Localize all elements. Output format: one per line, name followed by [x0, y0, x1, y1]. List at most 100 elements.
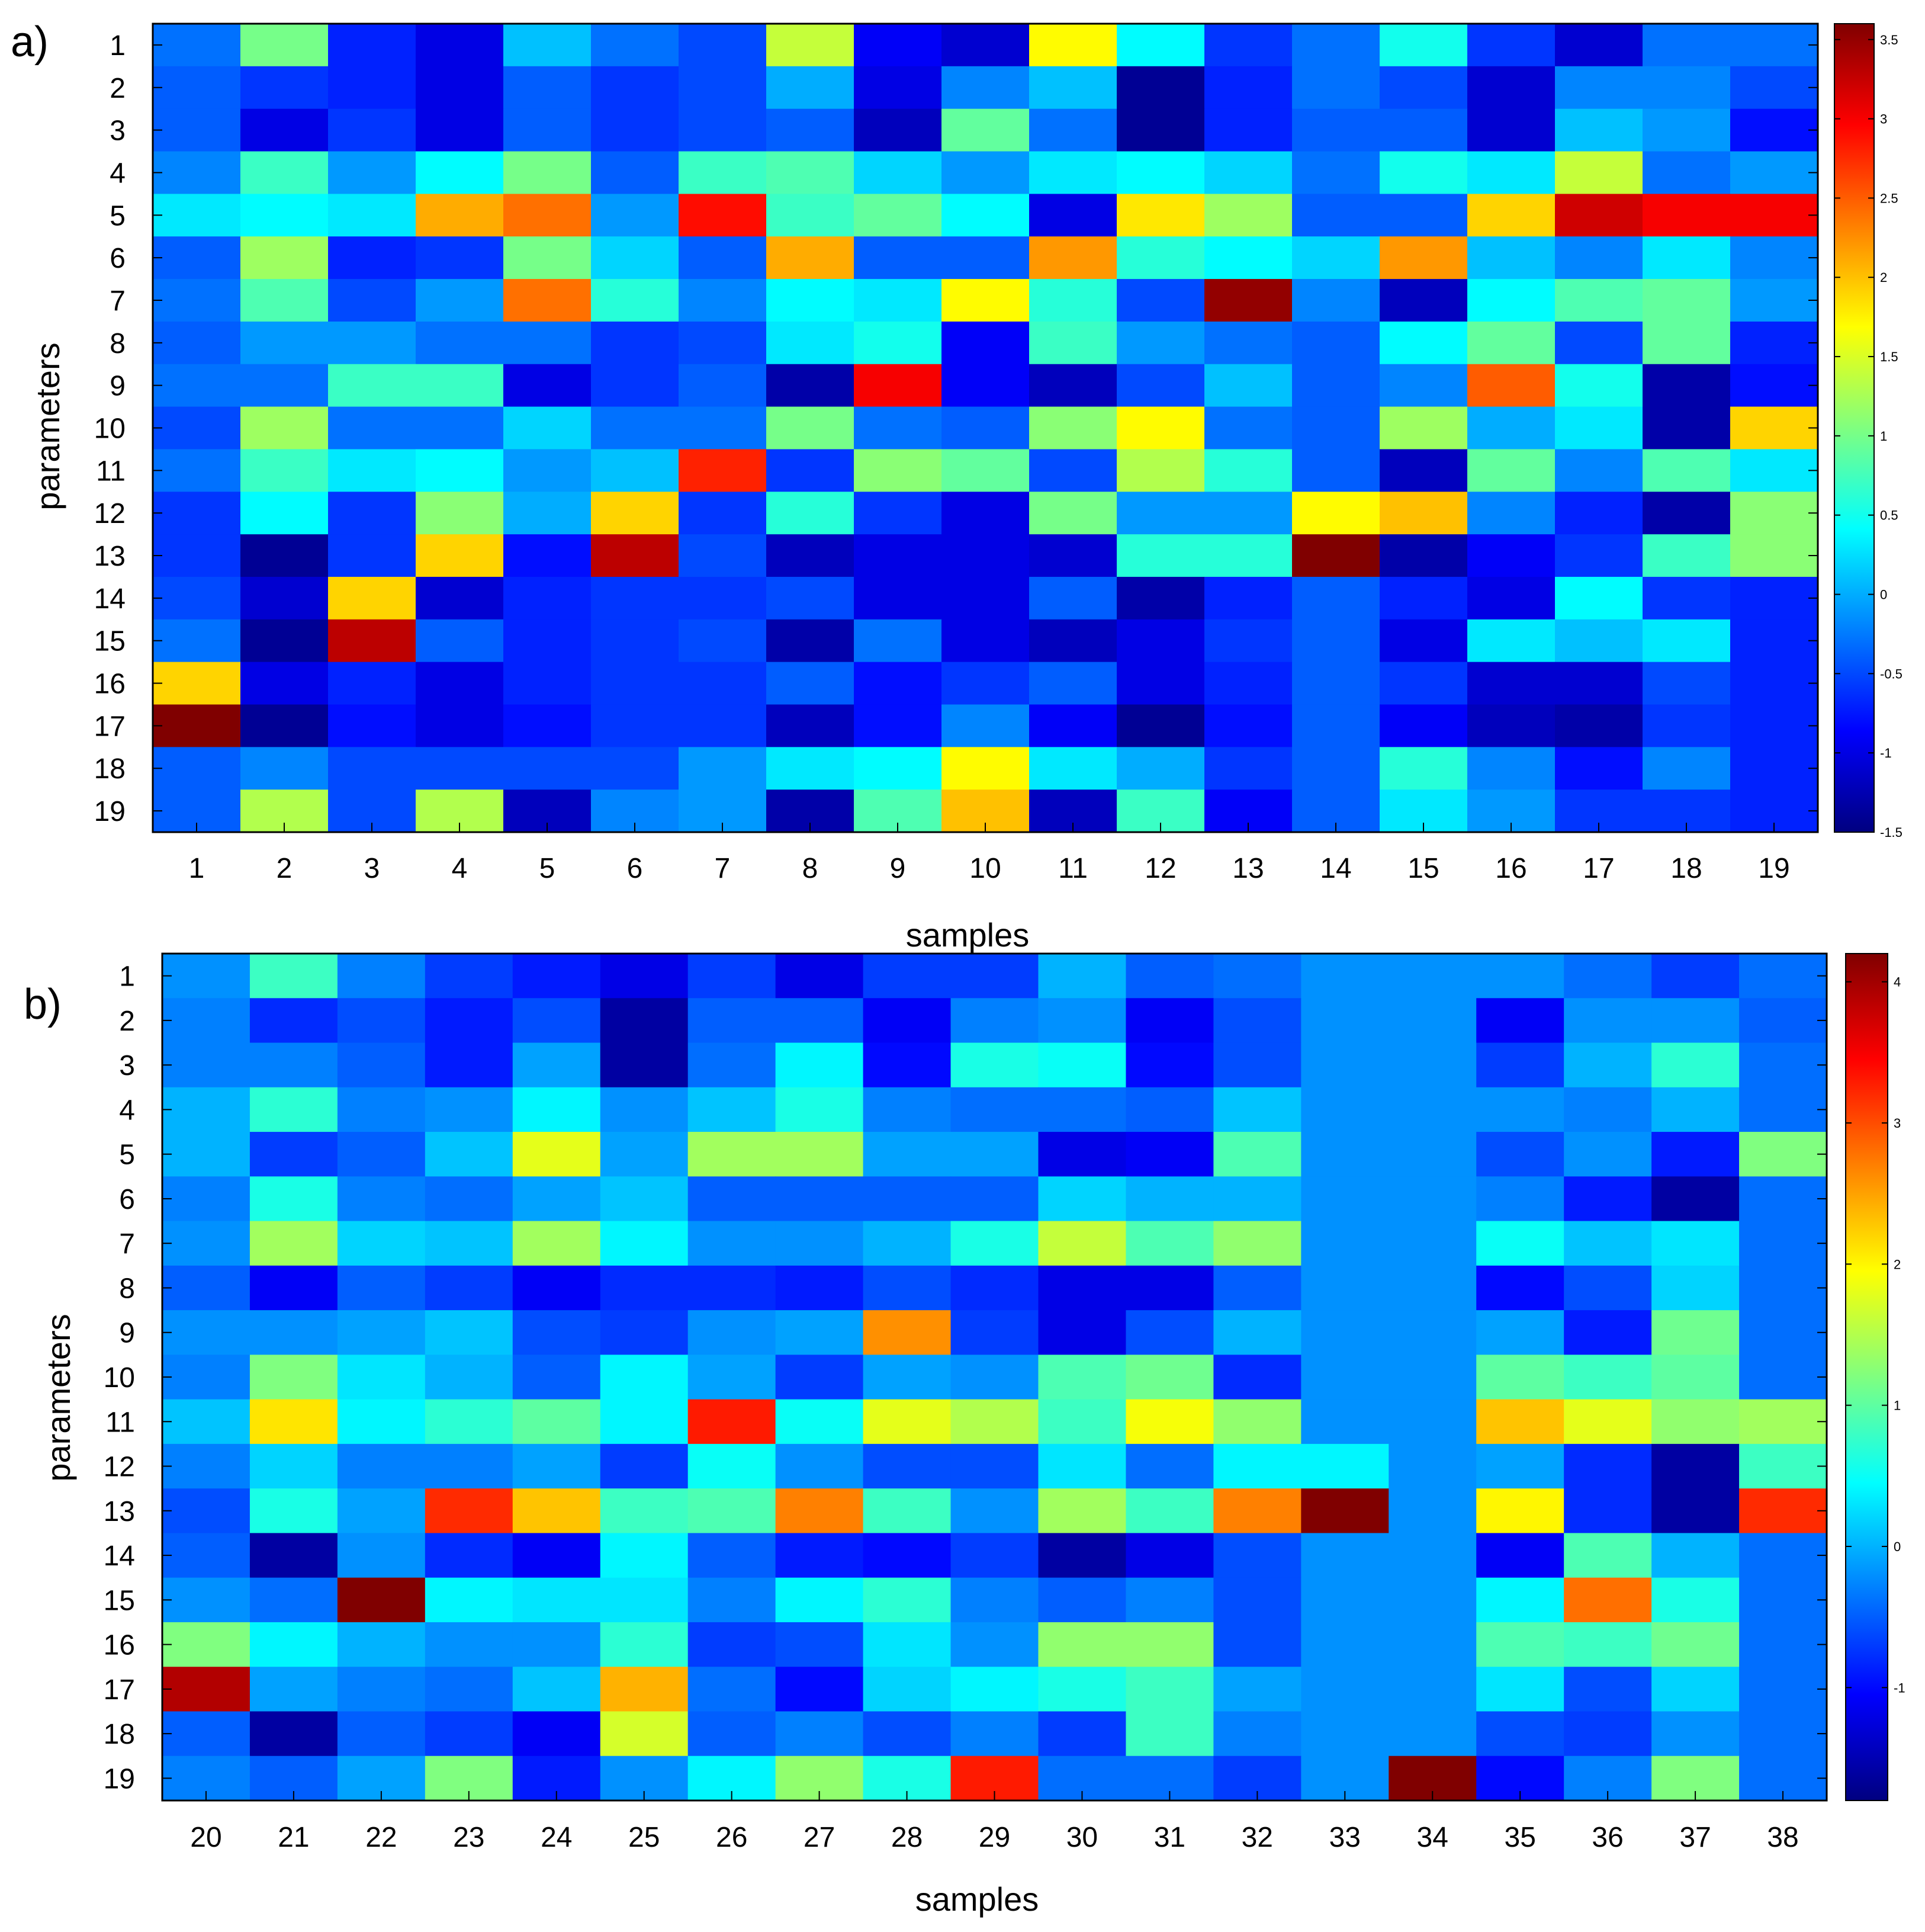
heatmap-cell	[162, 1176, 250, 1222]
heatmap-cell	[416, 406, 504, 450]
x-tick-label: 11	[1058, 853, 1088, 884]
x-tick-labels-b: 20 21 22 23 24 25 26 27 28 29 30 31 32 33 34 35 36 37 38	[190, 1791, 1799, 1853]
heatmap-cell	[1389, 1087, 1477, 1132]
colorbar-tick-label: 1.5	[1880, 349, 1898, 364]
heatmap-cell	[1126, 1443, 1214, 1489]
heatmap-cell	[153, 492, 241, 535]
heatmap-cell	[1213, 1087, 1301, 1132]
heatmap-cell	[1564, 1355, 1652, 1400]
heatmap-cell	[1555, 747, 1643, 790]
heatmap-cell	[337, 1577, 426, 1623]
heatmap-cell	[687, 1667, 776, 1712]
heatmap-cell	[766, 24, 854, 67]
heatmap-cell	[249, 1221, 338, 1266]
heatmap-cell	[1117, 194, 1205, 237]
heatmap-cell	[600, 1132, 689, 1177]
heatmap-cell	[854, 194, 942, 237]
heatmap-cell	[1038, 1087, 1127, 1132]
heatmap-cell	[249, 1577, 338, 1623]
x-tick-label: 6	[627, 853, 643, 884]
heatmap-cell	[687, 1221, 776, 1266]
heatmap-cell	[1126, 1488, 1214, 1534]
heatmap-cell	[1204, 321, 1293, 365]
heatmap-cell	[1730, 406, 1818, 450]
heatmap-cell	[1730, 449, 1818, 492]
heatmap-cell	[1476, 1488, 1564, 1534]
heatmap-cell	[1564, 1087, 1652, 1132]
heatmap-cell	[863, 1577, 952, 1623]
heatmap-cell	[1651, 1176, 1740, 1222]
heatmap-cell	[1213, 1533, 1301, 1578]
heatmap-cell	[328, 662, 416, 705]
x-tick-label: 37	[1679, 1822, 1711, 1853]
heatmap-cell	[153, 449, 241, 492]
heatmap-cell	[249, 1399, 338, 1445]
heatmap-cell	[1204, 406, 1293, 450]
heatmap-cell	[1739, 1310, 1827, 1355]
heatmap-cell	[512, 998, 601, 1044]
heatmap-cell	[1204, 704, 1293, 747]
heatmap-cell	[328, 576, 416, 620]
heatmap-cell	[679, 619, 767, 663]
heatmap-cell	[512, 954, 601, 999]
heatmap-cell	[1029, 151, 1117, 194]
heatmap-cell	[503, 704, 592, 747]
heatmap-cell	[1467, 662, 1556, 705]
heatmap-cell	[503, 662, 592, 705]
heatmap-cell	[503, 151, 592, 194]
heatmap-cell	[337, 954, 426, 999]
heatmap-cell	[600, 1667, 689, 1712]
heatmap-cell	[1651, 1622, 1740, 1667]
heatmap-cell	[1643, 24, 1731, 67]
heatmap-cell	[512, 1042, 601, 1088]
heatmap-cell	[1564, 1488, 1652, 1534]
heatmap-cell	[1204, 108, 1293, 152]
heatmap-cell	[1389, 1488, 1477, 1534]
heatmap-cell	[1126, 1711, 1214, 1757]
heatmap-cell	[1476, 1265, 1564, 1311]
heatmap-cell	[1292, 619, 1380, 663]
heatmap-cell	[1730, 24, 1818, 67]
heatmap-cell	[1467, 576, 1556, 620]
heatmap-cell	[425, 1711, 513, 1757]
heatmap-cell	[1380, 492, 1468, 535]
heatmap-cell	[1380, 108, 1468, 152]
heatmap-cell	[1739, 1711, 1827, 1757]
heatmap-cell	[775, 1622, 864, 1667]
heatmap-cell	[416, 747, 504, 790]
heatmap-cell	[1476, 1176, 1564, 1222]
heatmap-cell	[425, 1265, 513, 1311]
heatmap-cell	[687, 1622, 776, 1667]
heatmap-cell	[1739, 1265, 1827, 1311]
heatmap-cell	[1467, 194, 1556, 237]
heatmap-cell	[1292, 364, 1380, 407]
heatmap-cell	[503, 66, 592, 110]
heatmap-cell	[687, 954, 776, 999]
heatmap-cell	[1730, 747, 1818, 790]
heatmap-cell	[1643, 449, 1731, 492]
heatmap-cell	[1204, 747, 1293, 790]
heatmap-cell	[766, 619, 854, 663]
heatmap-cell	[1467, 619, 1556, 663]
heatmap-cell	[1038, 1533, 1127, 1578]
heatmap-cell	[1038, 1399, 1127, 1445]
heatmap-cell	[1213, 1355, 1301, 1400]
heatmap-cell	[1555, 24, 1643, 67]
colorbar-tick-label: 0	[1880, 588, 1887, 602]
y-axis-label-b: parameters	[40, 1314, 77, 1481]
heatmap-cell	[1389, 1577, 1477, 1623]
heatmap-cell	[1292, 194, 1380, 237]
heatmap-cell	[766, 151, 854, 194]
heatmap-cell	[1739, 1221, 1827, 1266]
heatmap-cell	[600, 1533, 689, 1578]
heatmap-cell	[1739, 1399, 1827, 1445]
heatmap-cell	[153, 534, 241, 577]
heatmap-cell	[249, 1355, 338, 1400]
heatmap-cell	[1643, 492, 1731, 535]
heatmap-cell	[1204, 194, 1293, 237]
heatmap-cell	[503, 619, 592, 663]
heatmap-cell	[687, 1176, 776, 1222]
heatmap-cell	[240, 492, 329, 535]
heatmap-cell	[1204, 236, 1293, 280]
